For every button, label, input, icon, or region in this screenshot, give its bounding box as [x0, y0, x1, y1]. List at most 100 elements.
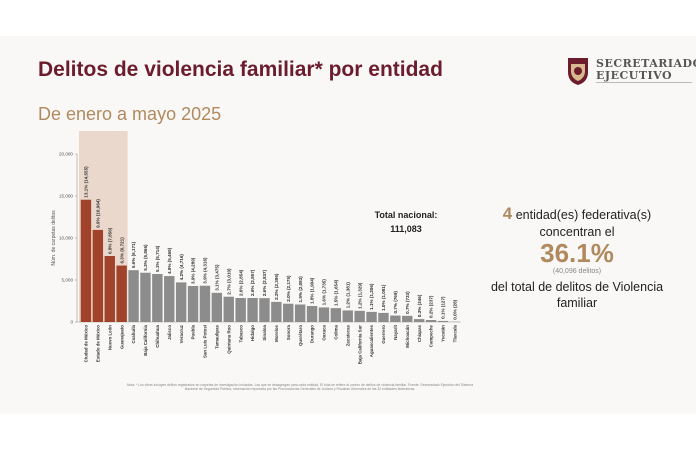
bar: [104, 256, 115, 322]
y-axis-label: Núm. de carpetas delitos: [51, 210, 57, 266]
bar: [128, 270, 139, 322]
secretariado-logo: SECRETARIADO EJECUTIVO: [566, 56, 696, 96]
bar: [152, 274, 163, 322]
bar: [175, 282, 187, 322]
category-label: Tamaulipas: [214, 324, 219, 348]
bar: [80, 199, 92, 322]
bar: [402, 315, 413, 322]
bar: [235, 298, 246, 322]
summary-line4: del total de delitos de Violencia famili…: [490, 280, 664, 310]
category-label: Michoacán: [405, 325, 410, 348]
bar: [164, 276, 175, 322]
summary-detail: (40,096 delitos): [552, 268, 602, 275]
bar: [390, 315, 401, 322]
category-label: Sonora: [286, 324, 291, 340]
data-label: 1.5% (1,654): [333, 279, 338, 306]
data-label: 1.2% (1,329): [357, 282, 362, 309]
y-tick-label: 10,000: [59, 236, 73, 241]
bar: [223, 296, 234, 322]
category-label: Quintana Roo: [226, 325, 231, 354]
category-label: Morelos: [274, 324, 279, 341]
bar: [318, 307, 330, 322]
bar: [92, 229, 104, 322]
category-label: Puebla: [191, 324, 196, 339]
category-label: Querétaro: [298, 325, 303, 346]
bar: [342, 310, 353, 322]
data-label: 2.6% (2,857): [250, 269, 255, 296]
category-label: Jalisco: [167, 325, 172, 340]
bar: [425, 320, 437, 322]
data-label: 1.2% (1,381): [345, 282, 350, 309]
data-label: 1.1% (1,206): [369, 283, 374, 310]
bar: [116, 265, 127, 322]
bar: [366, 311, 377, 322]
y-tick-label: 0: [70, 320, 73, 325]
category-label: Baja California: [143, 324, 148, 355]
footnote: Nota: * Los cifras incluyen delitos regi…: [126, 383, 474, 392]
emblem-icon: [568, 58, 588, 85]
total-value: 111,083: [390, 224, 422, 234]
data-label: 4.9% (5,469): [167, 247, 172, 274]
bar: [211, 292, 223, 322]
category-label: Chihuahua: [155, 324, 160, 347]
bar: [187, 285, 199, 322]
category-label: Baja California Sur: [357, 325, 362, 365]
category-label: Hidalgo: [250, 325, 255, 341]
category-label: Oaxaca: [322, 324, 327, 340]
bar: [437, 320, 449, 322]
data-label: 1.6% (1,735): [322, 279, 327, 306]
category-label: Chiapas: [417, 324, 422, 342]
data-label: 1.9% (2,083): [298, 276, 303, 303]
logo-text-line1: SECRETARIADO: [596, 57, 696, 70]
data-label: 5.3% (5,866): [143, 244, 148, 271]
bar: [271, 301, 282, 322]
bar: [140, 272, 151, 322]
data-label: 0.7% (769): [393, 291, 398, 314]
data-label: 2.6% (2,837): [262, 269, 267, 296]
data-label: 0.0% (28): [452, 299, 457, 319]
data-label: 3.1% (3,475): [214, 264, 219, 291]
bar: [259, 298, 270, 322]
summary-count: 4: [502, 204, 513, 223]
category-label: San Luis Potosí: [203, 324, 208, 358]
category-label: Guanajuato: [119, 325, 124, 349]
slide: Delitos de violencia familiar* por entid…: [0, 36, 696, 414]
category-label: Sinaloa: [262, 324, 267, 340]
category-label: Campeche: [429, 324, 434, 347]
category-label: Veracruz: [179, 324, 184, 343]
bar: [283, 303, 294, 322]
logo-divider: [596, 82, 692, 90]
summary-line1-text: entidad(es) federativa(s): [515, 208, 652, 222]
data-label: 4.2% (4,716): [179, 254, 184, 281]
category-label: Colima: [333, 324, 338, 339]
category-label: Nayarit: [393, 324, 398, 339]
summary-percent: 36.1%: [540, 238, 614, 268]
page-title: Delitos de violencia familiar* por entid…: [38, 58, 443, 81]
bar: [306, 306, 318, 322]
data-label: 5.6% (6,171): [131, 241, 136, 268]
page-subtitle: De enero a mayo 2025: [38, 104, 222, 124]
category-label: Guerrero: [381, 325, 386, 344]
bar: [413, 319, 425, 322]
data-label: 2.6% (2,854): [238, 269, 243, 296]
bar: [330, 308, 342, 322]
data-label: 3.9% (4,316): [203, 257, 208, 284]
data-label: 5.1% (5,714): [155, 245, 160, 272]
category-label: Yucatán: [441, 325, 446, 342]
bar: [247, 298, 258, 322]
data-label: 1.8% (1,904): [310, 277, 315, 304]
bar: [354, 310, 365, 322]
data-label: 0.1% (127): [441, 296, 446, 319]
total-label: Total nacional:: [374, 210, 438, 220]
category-label: Durango: [310, 325, 315, 343]
summary-panel: 4 entidad(es) federativa(s) concentran e…: [470, 204, 684, 311]
data-label: 13.1% (14,555): [84, 166, 89, 198]
data-label: 2.0% (2,175): [286, 275, 291, 302]
category-label: Coahuila: [131, 324, 136, 343]
category-label: Tabasco: [238, 325, 243, 343]
data-label: 2.7% (3,010): [226, 268, 231, 295]
data-label: 0.7% (733): [405, 291, 410, 314]
data-label: 9.9% (10,964): [95, 199, 100, 228]
data-label: 0.2% (237): [429, 295, 434, 318]
y-tick-label: 15,000: [59, 194, 73, 199]
